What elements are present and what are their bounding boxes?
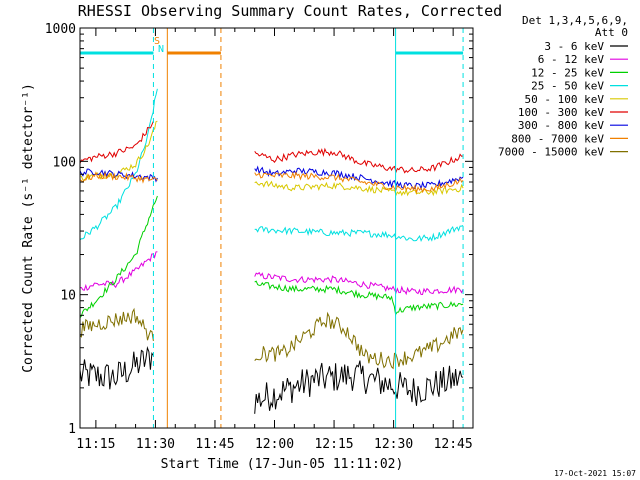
- series-line-segment-1: [254, 171, 464, 195]
- legend-label-1: 6 - 12 keV: [538, 53, 605, 66]
- series-25-50-kev: [79, 88, 464, 243]
- flag-label-s: S: [154, 36, 160, 47]
- series-line-segment-0: [79, 345, 154, 390]
- x-tick-label-1: 11:30: [136, 437, 175, 452]
- series-line-segment-1: [254, 225, 464, 243]
- x-tick-label-2: 11:45: [195, 437, 234, 452]
- series-7000-15000-kev: [79, 307, 464, 370]
- legend-label-7: 800 - 7000 keV: [511, 132, 604, 145]
- series-line-segment-1: [254, 271, 464, 296]
- legend-label-6: 300 - 800 keV: [518, 119, 604, 132]
- series-6-12-kev: [79, 251, 464, 296]
- series-line-segment-1: [254, 311, 464, 370]
- series-line-segment-1: [254, 147, 464, 174]
- x-tick-label-4: 12:15: [314, 437, 353, 452]
- series-line-segment-0: [79, 168, 158, 183]
- legend-header-line-1: Att 0: [595, 26, 628, 39]
- series-line-segment-0: [79, 88, 158, 241]
- x-tick-label-6: 12:45: [434, 437, 473, 452]
- axes-group: 11:15 11:30 11:45 12:00 12:15 12:30 12:45 1 10 10…: [45, 22, 473, 452]
- flag-label-n: N: [158, 44, 164, 55]
- legend-label-0: 3 - 6 keV: [544, 40, 604, 53]
- plot-frame: [79, 27, 474, 429]
- series-line-segment-0: [79, 251, 158, 291]
- series-line-segment-0: [79, 171, 158, 184]
- plot-series-group: [79, 88, 464, 414]
- legend-label-8: 7000 - 15000 keV: [498, 146, 604, 159]
- series-100-300-kev: [79, 120, 464, 174]
- series-line-segment-0: [79, 195, 158, 319]
- series-line-segment-0: [79, 120, 154, 164]
- series-line-segment-1: [254, 360, 464, 414]
- y-tick-label-3: 1000: [45, 22, 76, 37]
- series-12-25-kev: [79, 195, 464, 319]
- chart-title: RHESSI Observing Summary Count Rates, Co…: [78, 2, 502, 20]
- y-tick-label-1: 10: [60, 289, 76, 304]
- series-line-segment-1: [254, 180, 464, 197]
- legend-label-5: 100 - 300 keV: [518, 106, 604, 119]
- footer-date: 17-Oct-2021 15:07: [554, 469, 636, 478]
- legend-header-line-0: Det 1,3,4,5,6,9,: [522, 14, 628, 27]
- series-3-6-kev: [79, 345, 464, 414]
- legend-label-2: 12 - 25 keV: [531, 66, 604, 79]
- x-tick-label-0: 11:15: [76, 437, 115, 452]
- y-axis-label: Corrected Count Rate (s⁻¹ detector⁻¹): [21, 83, 36, 373]
- annotation-group: SN: [80, 28, 464, 428]
- legend-label-3: 25 - 50 keV: [531, 80, 604, 93]
- x-tick-label-5: 12:30: [374, 437, 413, 452]
- series-line-segment-1: [254, 165, 464, 191]
- series-line-segment-1: [254, 280, 464, 316]
- x-axis-label: Start Time (17-Jun-05 11:11:02): [161, 457, 404, 472]
- y-tick-label-2: 100: [53, 155, 76, 170]
- series-800-7000-kev: [79, 171, 464, 195]
- series-line-segment-0: [79, 307, 154, 341]
- series-300-800-kev: [79, 165, 464, 191]
- y-tick-label-0: 1: [68, 422, 76, 437]
- legend-label-4: 50 - 100 keV: [525, 93, 605, 106]
- x-tick-label-3: 12:00: [255, 437, 294, 452]
